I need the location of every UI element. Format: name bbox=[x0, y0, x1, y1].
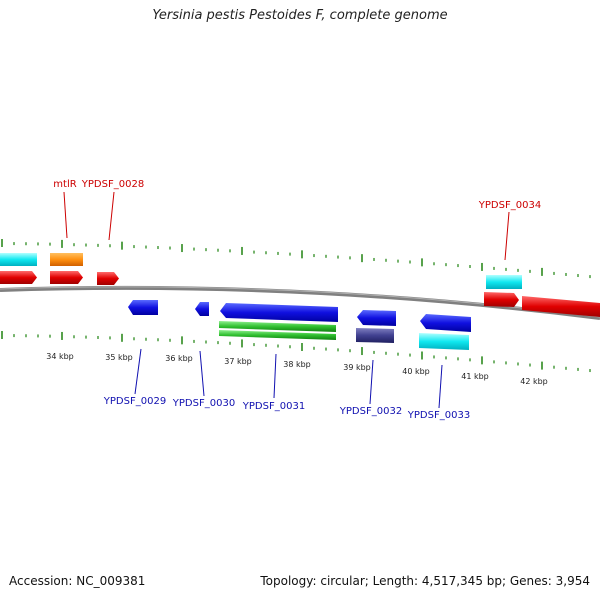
gene-label-mtlr[interactable]: mtlR bbox=[53, 179, 76, 190]
callout-line-ypdsf-0031 bbox=[273, 353, 277, 399]
callout-line-ypdsf-0033 bbox=[438, 364, 443, 409]
accession-text: Accession: NC_009381 bbox=[9, 574, 146, 588]
bottom-tick-track bbox=[1, 331, 591, 373]
gene-feature-ypdsf-0033[interactable] bbox=[419, 333, 469, 350]
kbp-label-41: 41 kbp bbox=[461, 372, 489, 381]
gene-feature-ypdsf-0030[interactable] bbox=[195, 302, 209, 316]
callout-line-ypdsf-0034 bbox=[504, 211, 510, 261]
kbp-label-35: 35 kbp bbox=[105, 353, 133, 362]
gene-feature-ypdsf-0028[interactable] bbox=[50, 271, 83, 284]
topology-text: Topology: circular; Length: 4,517,345 bp… bbox=[260, 574, 590, 588]
genome-backbone bbox=[0, 285, 600, 320]
callout-line-ypdsf-0028 bbox=[108, 191, 115, 241]
gene-feature-blue-40kbp[interactable] bbox=[420, 314, 471, 332]
gene-feature-red-left[interactable] bbox=[0, 271, 37, 284]
kbp-label-36: 36 kbp bbox=[165, 354, 193, 363]
gene-feature-blue-39kbp[interactable] bbox=[357, 310, 396, 326]
kbp-label-34: 34 kbp bbox=[46, 352, 74, 361]
gene-feature-ypdsf-0034[interactable] bbox=[484, 292, 519, 307]
callout-line-ypdsf-0030 bbox=[199, 350, 205, 397]
gene-label-ypdsf-0034[interactable]: YPDSF_0034 bbox=[478, 200, 541, 211]
gene-label-ypdsf-0029[interactable]: YPDSF_0029 bbox=[103, 396, 166, 407]
genome-title: Yersinia pestis Pestoides F, complete ge… bbox=[152, 8, 448, 23]
gene-feature-green-strip[interactable] bbox=[219, 321, 336, 332]
gene-feature-red-small[interactable] bbox=[97, 272, 119, 285]
kbp-label-40: 40 kbp bbox=[402, 367, 430, 376]
callout-line-ypdsf-0032 bbox=[369, 359, 374, 405]
kbp-label-39: 39 kbp bbox=[343, 363, 371, 372]
kbp-label-42: 42 kbp bbox=[520, 377, 548, 386]
gene-feature-cyan-left[interactable] bbox=[0, 253, 37, 266]
gene-feature-green-strip-2[interactable] bbox=[219, 330, 336, 340]
top-tick-track bbox=[1, 239, 591, 279]
kbp-label-38: 38 kbp bbox=[283, 360, 311, 369]
gene-label-ypdsf-0032[interactable]: YPDSF_0032 bbox=[339, 406, 402, 417]
callout-line-ypdsf-0029 bbox=[134, 348, 142, 395]
callout-line-mtlr bbox=[63, 191, 68, 239]
gene-feature-red-right[interactable] bbox=[522, 296, 600, 317]
gene-label-ypdsf-0028[interactable]: YPDSF_0028 bbox=[81, 179, 144, 190]
gene-feature-ypdsf-0029[interactable] bbox=[128, 300, 158, 315]
gene-feature-ypdsf-0031[interactable] bbox=[220, 303, 338, 322]
gene-label-ypdsf-0033[interactable]: YPDSF_0033 bbox=[407, 410, 470, 421]
gene-label-ypdsf-0031[interactable]: YPDSF_0031 bbox=[242, 401, 305, 412]
gene-feature-ypdsf-0032[interactable] bbox=[356, 328, 394, 343]
kbp-label-37: 37 kbp bbox=[224, 357, 252, 366]
gene-label-ypdsf-0030[interactable]: YPDSF_0030 bbox=[172, 398, 235, 409]
gene-feature-cyan-right[interactable] bbox=[486, 275, 522, 289]
gene-feature-mtlr[interactable] bbox=[50, 253, 83, 266]
